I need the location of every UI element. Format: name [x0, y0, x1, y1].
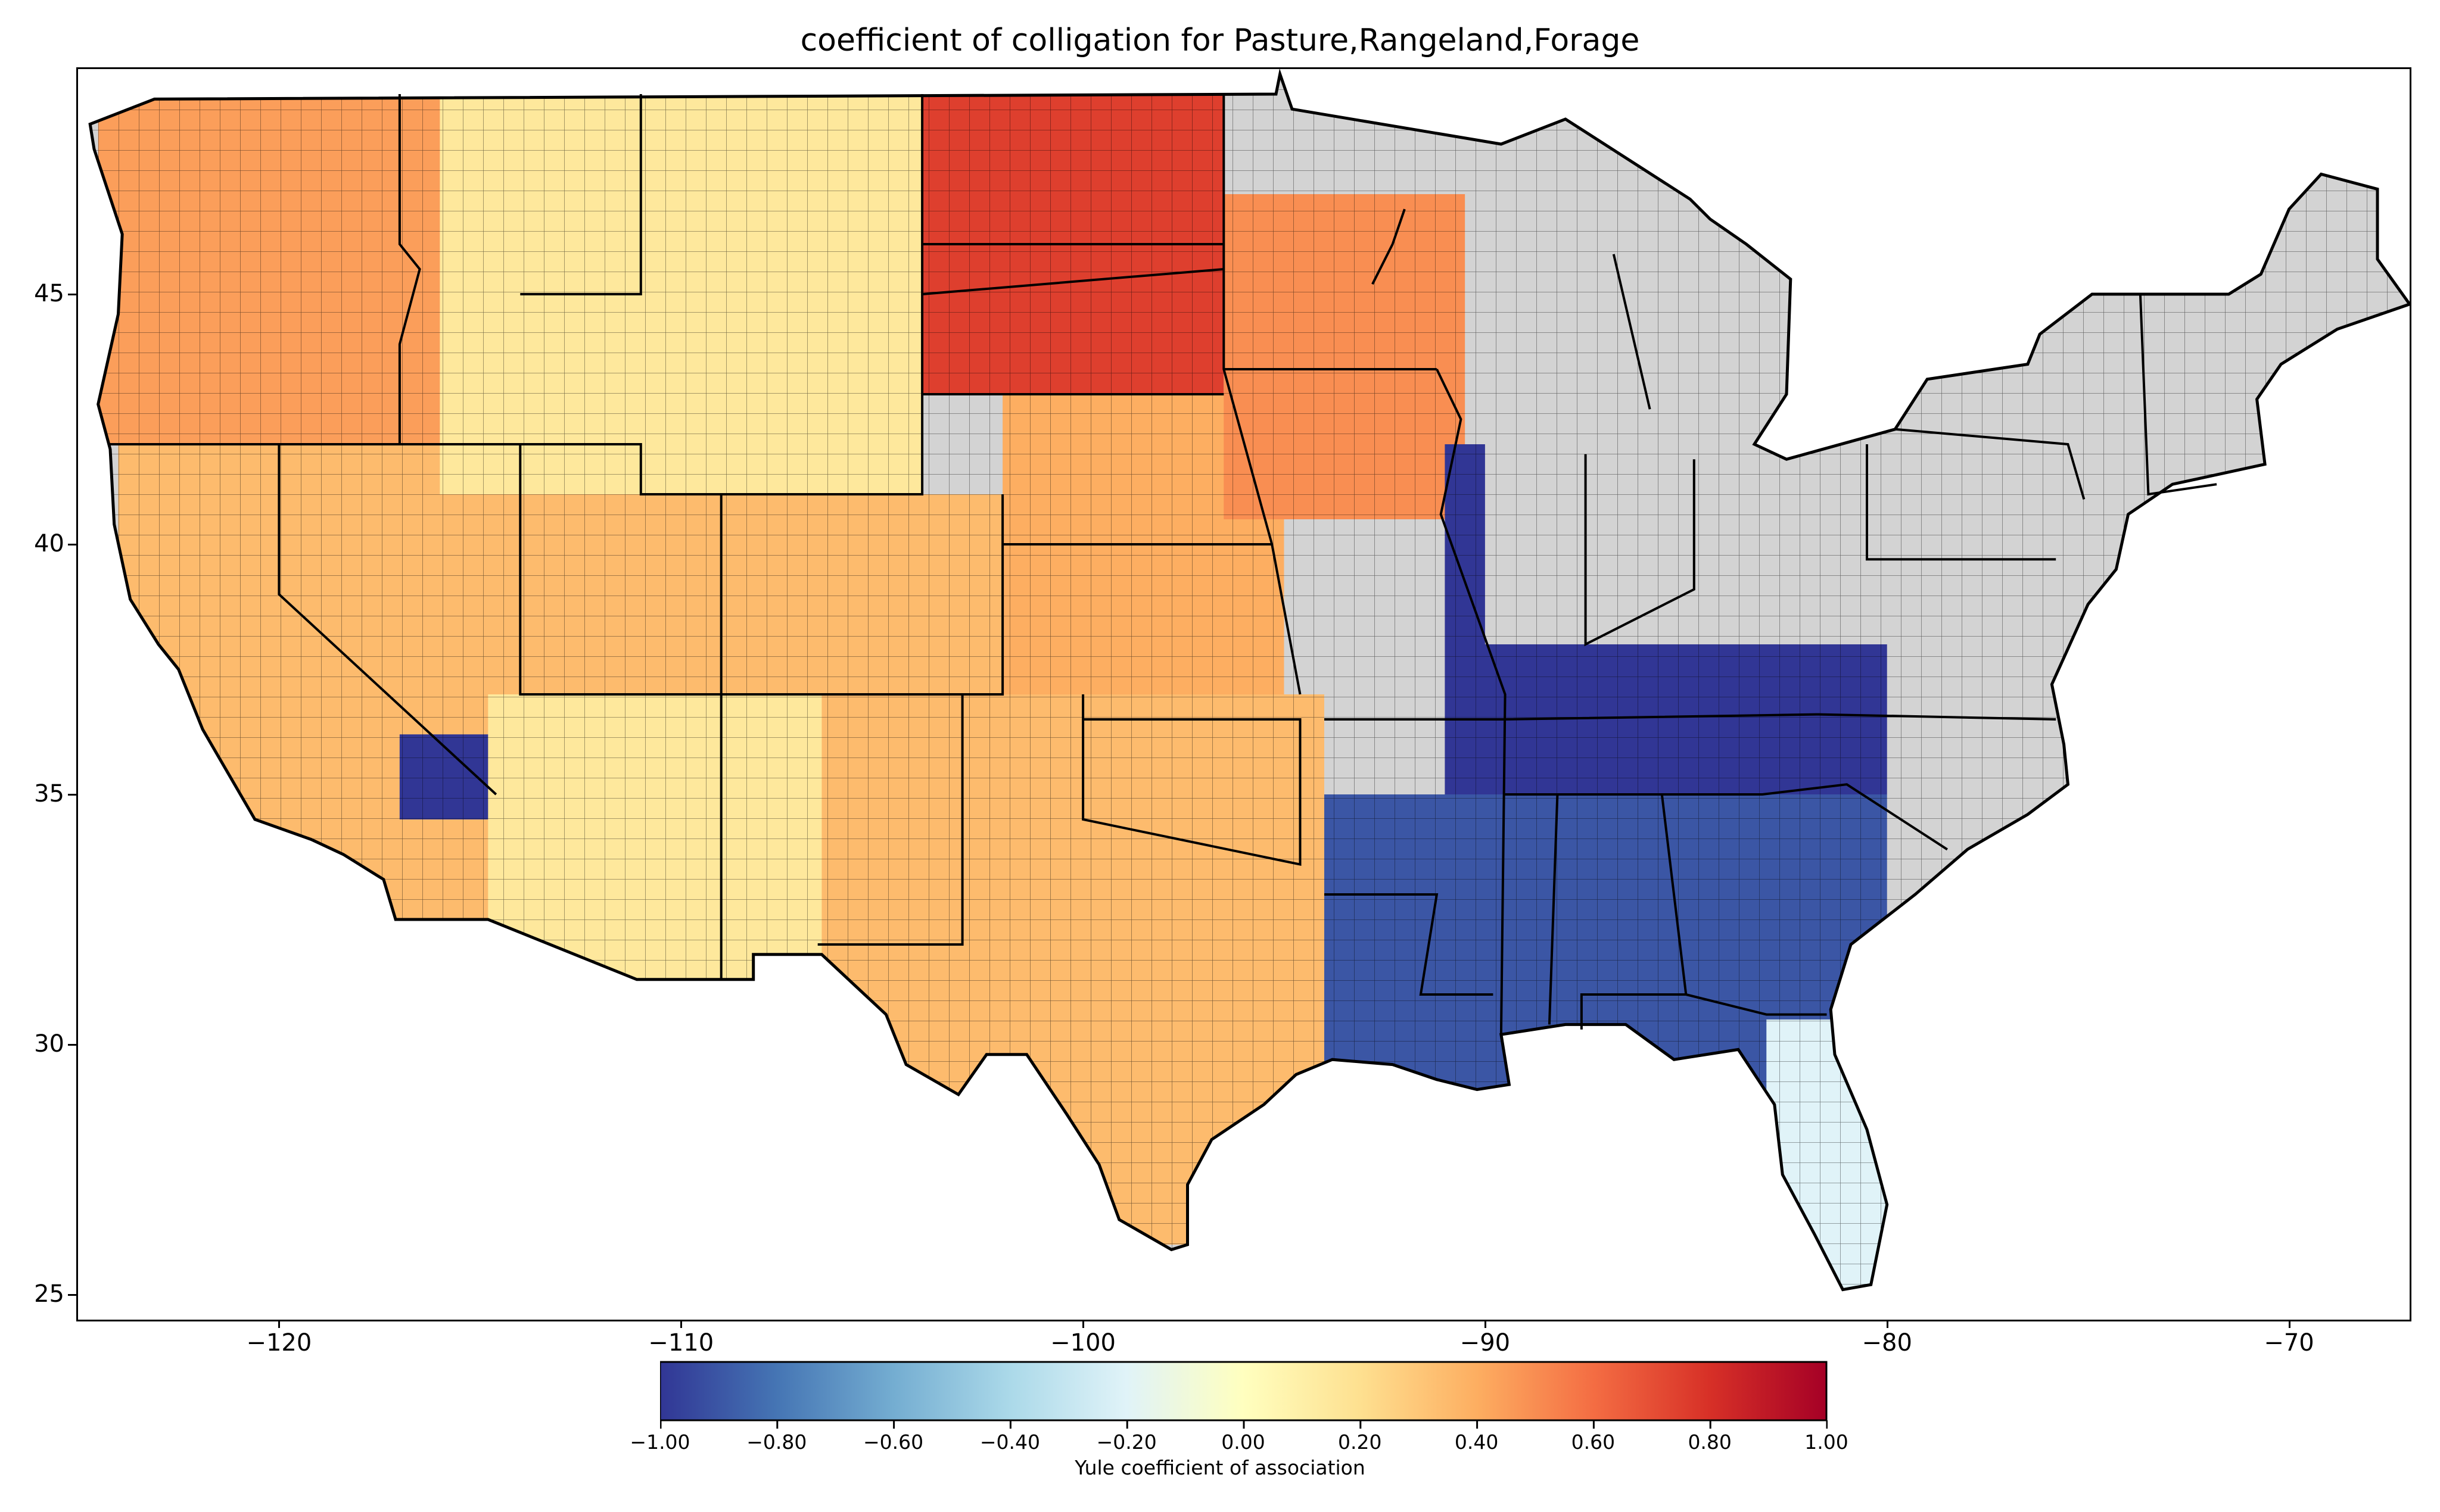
- state-border-2: [110, 94, 924, 495]
- state-border-24: [1895, 428, 2086, 500]
- state-border-12: [1222, 94, 1302, 695]
- y-tick-mark: [68, 794, 76, 796]
- colorbar-label: Yule coefficient of association: [1075, 1456, 1365, 1479]
- colorbar-tick-label: 1.00: [1804, 1430, 1848, 1454]
- national-border: [88, 69, 2410, 1292]
- state-border-15: [1584, 454, 1695, 647]
- state-border-11: [1082, 694, 1302, 866]
- state-border-22: [1324, 893, 1493, 996]
- colorbar-tick-label: 0.00: [1221, 1430, 1265, 1454]
- x-tick-label: −100: [1050, 1329, 1116, 1357]
- y-tick-mark: [68, 1294, 76, 1296]
- state-border-18: [1505, 783, 1948, 851]
- state-border-25: [1612, 254, 1651, 410]
- x-tick-mark: [1886, 1320, 1888, 1328]
- state-border-23: [2139, 294, 2217, 496]
- colorbar-tick-label: −1.00: [630, 1430, 690, 1454]
- colorbar-tick-label: −0.80: [746, 1430, 807, 1454]
- us-county-choropleth: [88, 69, 2410, 1292]
- colorbar-tick-label: 0.40: [1454, 1430, 1499, 1454]
- x-tick-mark: [1484, 1320, 1486, 1328]
- state-border-17: [1324, 713, 2056, 721]
- state-border-6: [817, 694, 964, 946]
- x-tick-label: −80: [1862, 1329, 1912, 1357]
- y-tick-mark: [68, 294, 76, 295]
- y-tick-mark: [68, 1044, 76, 1046]
- colorbar-tick-label: 0.20: [1338, 1430, 1382, 1454]
- y-tick-label: 45: [34, 280, 64, 307]
- state-border-26: [1371, 208, 1406, 285]
- x-tick-mark: [1082, 1320, 1085, 1328]
- county-borders: [90, 74, 2410, 1290]
- colorbar-tick-label: −0.20: [1096, 1430, 1157, 1454]
- colorbar-tick-label: −0.40: [979, 1430, 1040, 1454]
- colorbar-tick-label: 0.80: [1688, 1430, 1732, 1454]
- x-tick-mark: [278, 1320, 281, 1328]
- colorbar-tick-label: 0.60: [1571, 1430, 1616, 1454]
- x-tick-label: −90: [1459, 1329, 1511, 1357]
- state-border-13: [1436, 369, 1507, 1035]
- y-tick-label: 30: [34, 1030, 64, 1058]
- state-border-1: [398, 94, 421, 444]
- y-tick-label: 40: [34, 530, 64, 557]
- state-border-9: [922, 268, 1224, 295]
- colorbar-tick-label: −0.60: [863, 1430, 924, 1454]
- map-title: coefficient of colligation for Pasture,R…: [800, 23, 1640, 58]
- x-tick-label: −120: [246, 1329, 312, 1357]
- state-border-16: [1866, 444, 2056, 561]
- state-border-19: [1548, 794, 1559, 1025]
- map-plot-area: [76, 67, 2411, 1321]
- state-border-20: [1580, 794, 1688, 1030]
- x-tick-mark: [680, 1320, 683, 1328]
- y-tick-label: 25: [34, 1280, 64, 1308]
- state-border-4: [519, 444, 1004, 696]
- x-tick-label: −110: [648, 1329, 714, 1357]
- y-tick-mark: [68, 544, 76, 545]
- state-border-21: [1685, 993, 1827, 1016]
- state-border-3: [278, 444, 497, 796]
- x-tick-mark: [2288, 1320, 2290, 1328]
- state-border-0: [520, 94, 642, 295]
- colorbar: [660, 1361, 1828, 1429]
- x-tick-label: −70: [2264, 1329, 2314, 1357]
- state-borders: [88, 69, 2410, 1292]
- y-tick-label: 35: [34, 780, 64, 808]
